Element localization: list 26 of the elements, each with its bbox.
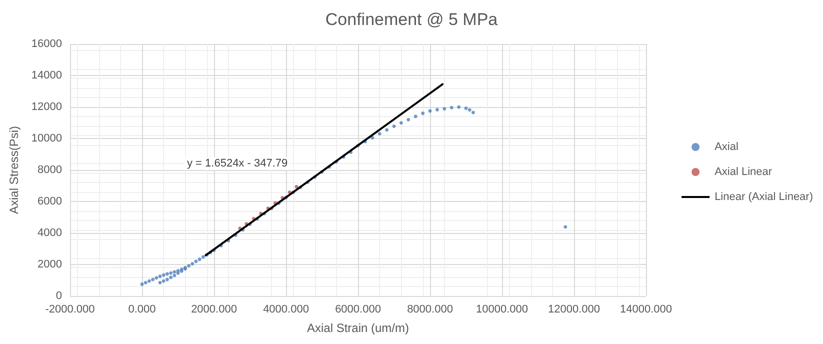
x-tick-label: 12000.000	[548, 304, 600, 316]
x-tick-label: 0.000	[128, 304, 156, 316]
x-tick-label: 2000.000	[191, 304, 237, 316]
chart-title: Confinement @ 5 MPa	[325, 10, 498, 29]
y-tick-label: 10000	[31, 132, 62, 144]
legend-label: Axial Linear	[714, 166, 772, 178]
y-axis-title: Axial Stress(Psi)	[7, 126, 21, 214]
x-tick-label: 8000.000	[407, 304, 453, 316]
annotation: y = 1.6524x - 347.79	[187, 158, 288, 170]
x-tick-label: 10000.000	[476, 304, 528, 316]
y-tick-label: 4000	[38, 227, 62, 239]
x-tick-label: 14000.000	[620, 304, 672, 316]
x-tick-label: -2000.000	[45, 304, 95, 316]
legend-label: Linear (Axial Linear)	[714, 191, 813, 203]
y-tick-label: 12000	[31, 101, 62, 113]
y-tick-label: 6000	[38, 196, 62, 208]
y-tick-label: 2000	[38, 258, 62, 270]
x-tick-label: 6000.000	[335, 304, 381, 316]
y-tick-label: 14000	[31, 70, 62, 82]
x-axis-title: Axial Strain (um/m)	[306, 321, 410, 335]
x-tick-label: 4000.000	[263, 304, 309, 316]
y-tick-label: 8000	[38, 164, 62, 176]
y-tick-label: 0	[56, 290, 62, 302]
y-tick-label: 16000	[31, 38, 62, 50]
legend-label: Axial	[714, 141, 738, 153]
point	[294, 184, 298, 188]
